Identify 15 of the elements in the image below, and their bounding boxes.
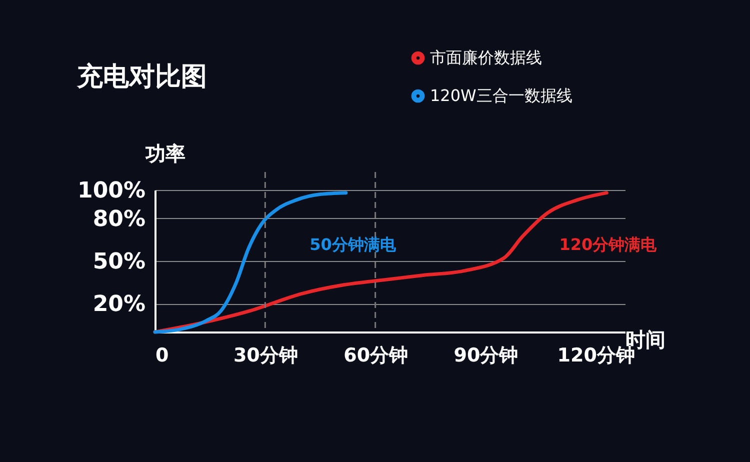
annotation: 50分钟满电 <box>310 234 397 254</box>
y-tick-label: 20% <box>92 292 146 318</box>
legend-label: 市面廉价数据线 <box>430 48 542 67</box>
x-tick-label: 90分钟 <box>454 344 518 366</box>
x-tick-label: 0 <box>156 344 169 366</box>
line-series <box>153 191 608 334</box>
y-tick-label: 80% <box>92 206 146 232</box>
annotation: 120分钟满电 <box>559 234 658 254</box>
chart-title: 充电对比图 <box>76 62 207 92</box>
x-tick-label: 60分钟 <box>344 344 408 366</box>
y-axis-title: 功率 <box>144 142 186 166</box>
y-tick-label: 50% <box>92 250 146 274</box>
legend-label: 120W三合一数据线 <box>430 86 572 105</box>
x-tick-label: 30分钟 <box>233 344 298 366</box>
y-tick-label: 100% <box>78 178 146 204</box>
